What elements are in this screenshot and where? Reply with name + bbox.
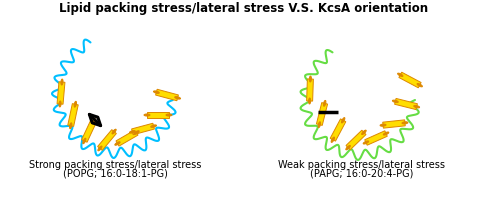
Ellipse shape (59, 101, 61, 107)
Ellipse shape (318, 122, 321, 128)
Ellipse shape (308, 98, 311, 104)
Polygon shape (316, 103, 327, 125)
Ellipse shape (92, 118, 95, 124)
Text: Weak packing stress/lateral stress: Weak packing stress/lateral stress (279, 160, 446, 170)
Ellipse shape (115, 142, 120, 145)
Polygon shape (57, 82, 65, 104)
Text: (POPG; 16:0-18:1-PG): (POPG; 16:0-18:1-PG) (62, 168, 167, 178)
Polygon shape (68, 104, 78, 126)
Polygon shape (330, 119, 346, 141)
Ellipse shape (129, 131, 135, 133)
Ellipse shape (331, 137, 334, 142)
Polygon shape (132, 123, 154, 135)
Ellipse shape (175, 97, 181, 99)
Polygon shape (383, 120, 405, 128)
Ellipse shape (324, 100, 326, 106)
Ellipse shape (74, 101, 77, 107)
Ellipse shape (61, 79, 63, 85)
Ellipse shape (83, 138, 86, 144)
Polygon shape (365, 131, 387, 145)
Ellipse shape (309, 76, 311, 82)
Ellipse shape (144, 114, 150, 116)
Polygon shape (156, 89, 179, 101)
Ellipse shape (134, 131, 139, 134)
Ellipse shape (166, 114, 172, 116)
Ellipse shape (380, 124, 386, 126)
Polygon shape (399, 72, 421, 88)
Polygon shape (147, 112, 169, 118)
Polygon shape (98, 130, 116, 150)
Ellipse shape (392, 100, 398, 103)
Polygon shape (395, 98, 417, 110)
Ellipse shape (98, 146, 102, 151)
Ellipse shape (398, 73, 403, 77)
Ellipse shape (346, 145, 350, 150)
Ellipse shape (151, 125, 157, 127)
Ellipse shape (383, 132, 389, 135)
Polygon shape (116, 130, 138, 146)
Ellipse shape (112, 129, 116, 134)
Polygon shape (346, 130, 366, 150)
Polygon shape (81, 120, 96, 142)
Ellipse shape (342, 118, 345, 123)
Ellipse shape (69, 123, 72, 129)
Ellipse shape (362, 130, 366, 135)
Ellipse shape (414, 105, 420, 108)
Ellipse shape (153, 91, 159, 93)
Ellipse shape (363, 141, 369, 144)
Text: (PAPG; 16:0-20:4-PG): (PAPG; 16:0-20:4-PG) (310, 168, 414, 178)
Ellipse shape (402, 122, 408, 124)
Ellipse shape (417, 83, 423, 87)
Text: Strong packing stress/lateral stress: Strong packing stress/lateral stress (29, 160, 201, 170)
Polygon shape (306, 79, 313, 101)
Text: Lipid packing stress/lateral stress V.S. KcsA orientation: Lipid packing stress/lateral stress V.S.… (60, 2, 428, 15)
